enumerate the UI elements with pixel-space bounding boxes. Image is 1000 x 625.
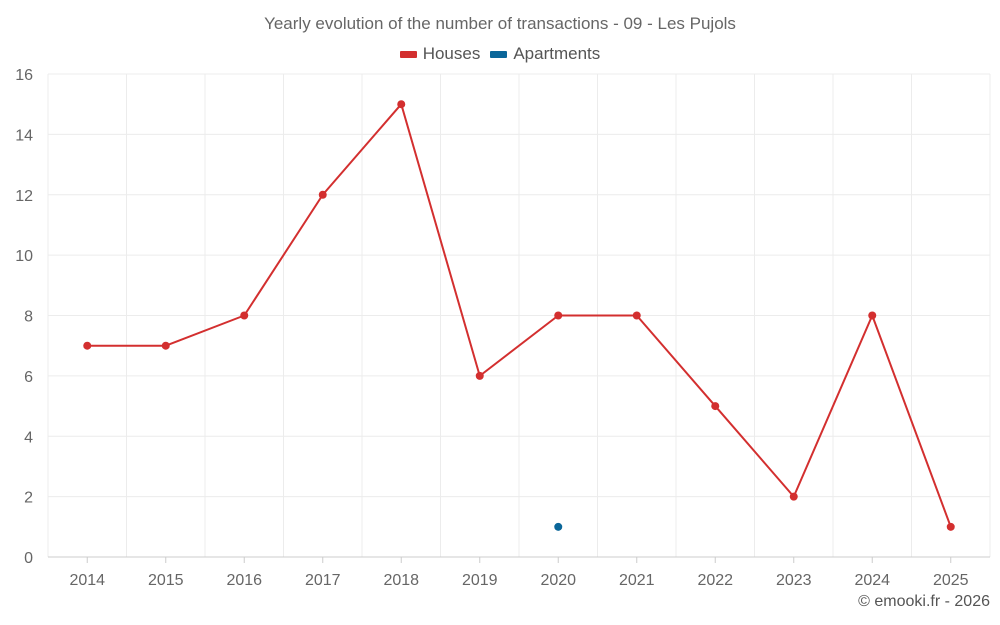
series-line-houses (87, 103, 952, 528)
data-point-houses (83, 341, 92, 350)
legend-label-houses: Houses (422, 44, 481, 63)
y-tick-label: 14 (15, 127, 33, 144)
y-tick-label: 2 (24, 490, 33, 507)
data-point-apartments (554, 522, 563, 531)
y-tick-label: 4 (24, 429, 33, 446)
y-tick-label: 8 (24, 309, 33, 326)
legend-swatch-apartments (490, 50, 508, 58)
x-tick-label: 2024 (854, 572, 890, 589)
x-tick-label: 2014 (69, 572, 105, 589)
x-tick-label: 2023 (776, 572, 812, 589)
y-tick-label: 10 (15, 248, 33, 265)
data-point-houses (554, 311, 563, 320)
data-point-houses (161, 341, 170, 350)
x-tick-label: 2019 (462, 572, 498, 589)
x-tick-label: 2020 (540, 572, 576, 589)
y-tick-label: 12 (15, 188, 33, 205)
y-tick-label: 16 (15, 67, 33, 84)
data-point-houses (632, 311, 641, 320)
x-tick-label: 2016 (226, 572, 262, 589)
data-point-houses (240, 311, 249, 320)
data-point-houses (789, 492, 798, 501)
x-tick-label: 2021 (619, 572, 655, 589)
data-point-houses (397, 100, 406, 109)
legend-label-apartments: Apartments (513, 44, 601, 63)
legend: Houses Apartments (0, 44, 1000, 64)
chart-title: Yearly evolution of the number of transa… (264, 14, 736, 33)
x-tick-label: 2015 (148, 572, 184, 589)
x-tick-label: 2025 (933, 572, 969, 589)
legend-swatch-houses (399, 50, 417, 58)
credit-text: © emooki.fr - 2026 (858, 593, 990, 610)
data-point-houses (318, 190, 327, 199)
x-tick-label: 2018 (383, 572, 419, 589)
x-tick-label: 2017 (305, 572, 341, 589)
data-point-houses (475, 371, 484, 380)
legend-item-apartments[interactable]: Apartments (490, 44, 600, 64)
data-point-houses (946, 522, 955, 531)
y-tick-label: 0 (24, 550, 33, 567)
legend-item-houses[interactable]: Houses (399, 44, 481, 64)
x-tick-label: 2022 (697, 572, 733, 589)
y-tick-label: 6 (24, 369, 33, 386)
data-point-houses (711, 402, 720, 411)
data-point-houses (868, 311, 877, 320)
